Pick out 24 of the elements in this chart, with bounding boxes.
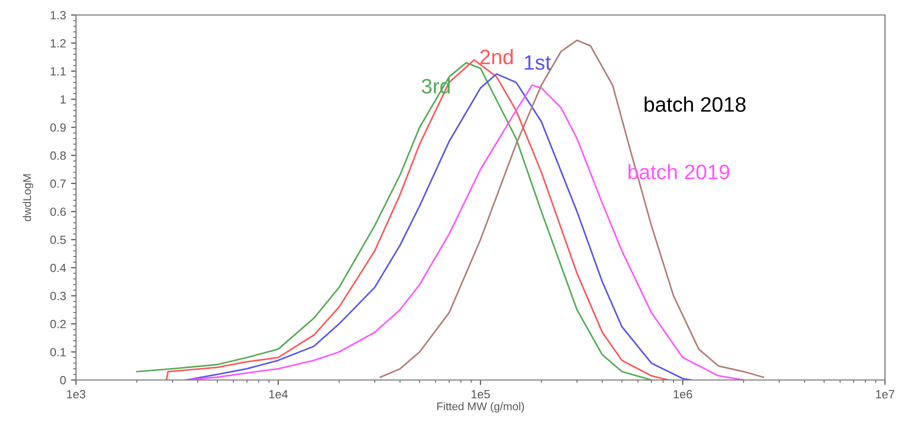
x-tick-label: 1e5 (472, 390, 490, 398)
x-tick-label: 1e7 (876, 390, 894, 398)
y-tick-label: 0.8 (50, 151, 66, 160)
y-tick-label: 0 (60, 376, 66, 384)
x-tick-label: 1e6 (674, 390, 692, 398)
y-tick-label: 0.9 (50, 123, 66, 132)
series-label: 2nd (480, 49, 513, 64)
y-tick-label: 1 (60, 95, 66, 104)
y-tick-label: 1.3 (50, 11, 66, 20)
y-tick-label: 0.1 (50, 348, 66, 356)
y-tick-label: 0.2 (50, 320, 66, 328)
y-tick-label: 1.2 (50, 39, 66, 48)
y-tick-label: 0.3 (50, 292, 66, 300)
y-tick-label: 0.4 (50, 264, 66, 272)
y-tick-label: 1.1 (50, 67, 66, 76)
y-tick-label: 0.7 (50, 179, 66, 188)
series-label: 1st (524, 55, 551, 70)
y-axis-title: dwdLogM (22, 174, 34, 222)
x-axis-title: Fitted MW (g/mol) (437, 402, 524, 412)
y-tick-label: 0.6 (50, 208, 66, 216)
y-tick-label: 0.5 (50, 236, 66, 244)
x-tick-label: 1e4 (269, 390, 288, 398)
series-label: batch 2018 (644, 96, 746, 112)
x-tick-label: 1e3 (67, 390, 86, 398)
